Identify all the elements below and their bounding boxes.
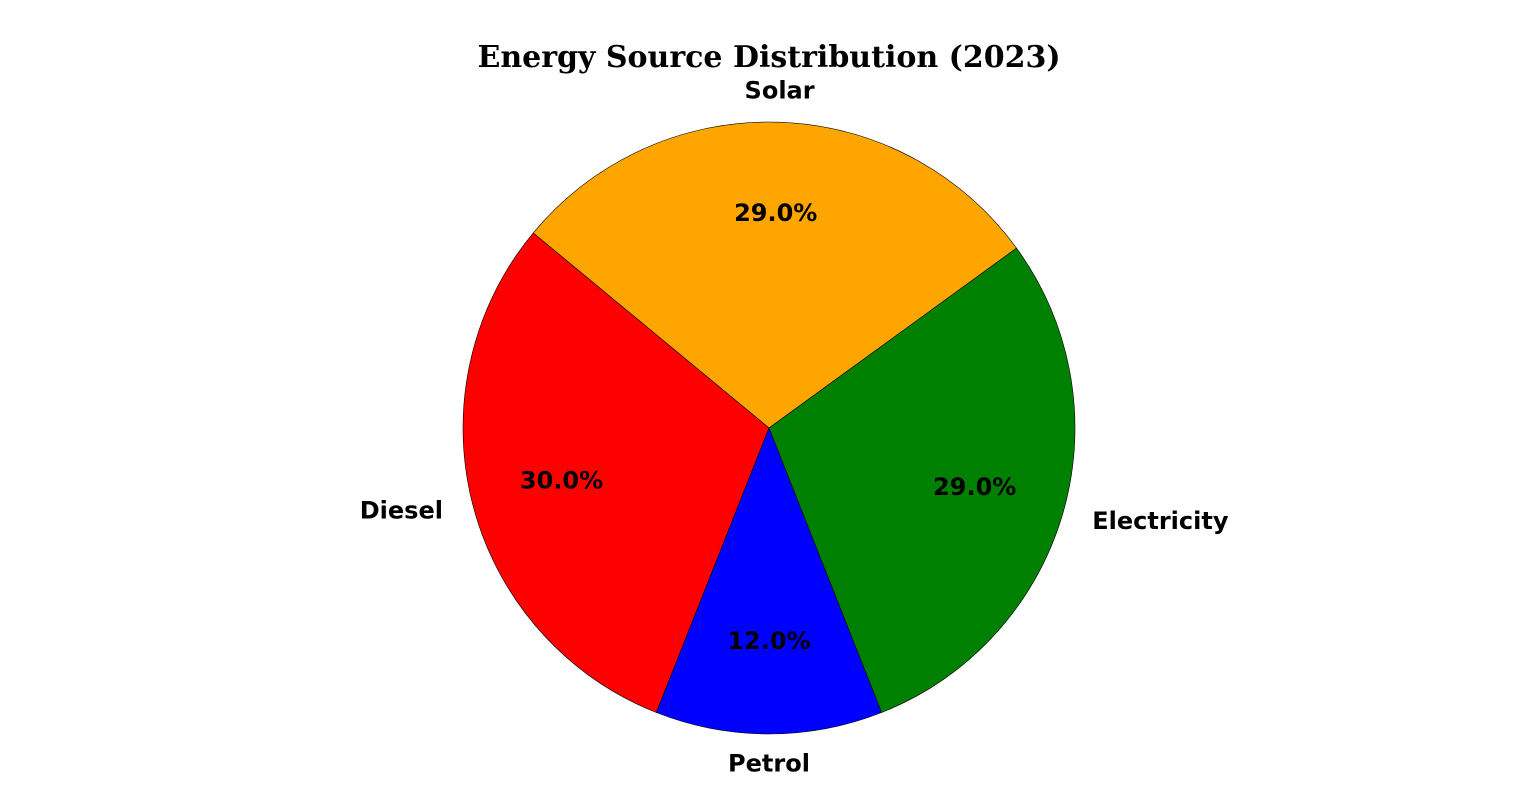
pie-labels: Solar 29.0% Diesel 30.0% Petrol 12.0% Electric… <box>360 77 1229 778</box>
pie-slice-solar <box>532 121 1017 429</box>
slice-label-solar: Solar <box>745 77 815 105</box>
pie-slices <box>462 121 1076 735</box>
slice-label-electricity: Electricity <box>1092 507 1229 535</box>
slice-percent-petrol: 12.0% <box>727 627 810 655</box>
slice-percent-electricity: 29.0% <box>933 473 1016 501</box>
pie-slice-diesel <box>462 232 770 713</box>
slice-label-diesel: Diesel <box>360 497 443 525</box>
pie-slice-petrol <box>655 427 883 735</box>
slice-percent-solar: 29.0% <box>734 199 817 227</box>
chart-title: Energy Source Distribution (2023) <box>477 40 1060 75</box>
slice-label-petrol: Petrol <box>728 750 810 778</box>
pie-slice-electricity <box>768 247 1076 713</box>
slice-percent-diesel: 30.0% <box>520 466 603 494</box>
